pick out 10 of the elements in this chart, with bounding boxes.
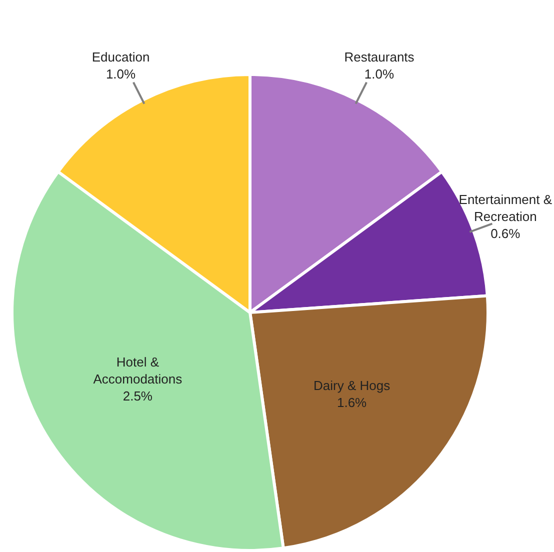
slice-label: Restaurants <box>344 49 415 64</box>
data-label: 1.6% <box>336 394 368 410</box>
data-label: 0.6% <box>490 226 521 242</box>
data-label: 1.0% <box>106 66 136 82</box>
slice-label: Dairy & Hogs <box>314 378 391 393</box>
slice-label: Entertainment & Recreation <box>458 192 552 224</box>
data-label: 2.5% <box>122 388 153 404</box>
slice-label: Education <box>92 49 150 64</box>
slice-label: Hotel & Accomodations <box>93 354 183 386</box>
data-label: 1.0% <box>364 66 394 82</box>
